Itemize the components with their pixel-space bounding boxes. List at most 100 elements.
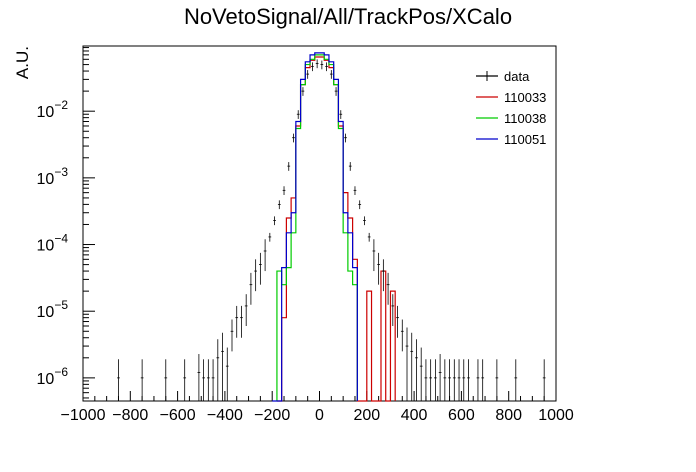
series-110051-histogram <box>272 52 358 402</box>
data-point <box>448 359 451 401</box>
data-point <box>263 239 267 272</box>
data-point <box>410 332 414 401</box>
y-tick-label: 10−5 <box>37 298 69 321</box>
data-point <box>386 272 390 305</box>
data-point <box>202 359 205 401</box>
data-point <box>434 359 437 401</box>
data-point <box>358 200 362 210</box>
legend-label: 110051 <box>504 132 546 147</box>
plot-frame <box>82 45 557 402</box>
series-110033-histogram <box>276 56 396 402</box>
data-point <box>268 232 272 242</box>
data-point <box>462 359 466 401</box>
data-point <box>400 319 404 352</box>
legend-entry: 110038 <box>476 111 546 126</box>
data-point <box>542 359 546 401</box>
legend-entry: 110051 <box>476 132 546 147</box>
data-point <box>415 339 418 401</box>
legend-label: 110033 <box>504 90 546 105</box>
data-point <box>244 294 248 326</box>
x-tick-label: −200 <box>254 407 290 424</box>
legend: data 110033 110038 110051 <box>476 69 546 147</box>
data-point <box>325 62 328 72</box>
y-tick-label: 10−2 <box>37 98 69 121</box>
x-tick-label: −600 <box>160 407 196 424</box>
y-tick-label: 10−3 <box>37 165 69 188</box>
data-point <box>405 327 409 401</box>
x-tick-label: 0 <box>315 407 324 424</box>
data-point <box>117 359 120 401</box>
data-point <box>381 259 385 292</box>
x-tick-label: 600 <box>448 407 475 424</box>
data-point <box>211 359 215 401</box>
legend-label: 110038 <box>504 111 546 126</box>
data-point <box>514 359 518 401</box>
series-110038-histogram <box>276 54 358 401</box>
data-point <box>353 186 357 196</box>
y-tick-label: 10−4 <box>37 232 69 255</box>
data-point <box>476 359 480 401</box>
legend-entry: data <box>476 69 530 84</box>
data-point <box>240 305 243 338</box>
series-layer <box>272 52 396 402</box>
data-point <box>249 272 253 305</box>
data-point <box>344 133 347 143</box>
data-point <box>306 70 310 79</box>
data-point <box>230 319 234 352</box>
data-point <box>372 239 376 272</box>
data-point <box>429 359 433 401</box>
data-point <box>391 294 395 326</box>
y-axis-label: A.U. <box>13 46 32 79</box>
data-point <box>221 332 224 401</box>
x-axis: −1000 −800 −600 −400 −200 0 200 400 600 800 1000 <box>61 391 574 424</box>
legend-entry: 110033 <box>476 90 546 105</box>
data-point <box>443 359 447 401</box>
data-point <box>225 347 229 401</box>
data-point <box>495 359 499 401</box>
y-tick-label: 10−6 <box>37 365 69 388</box>
data-point <box>206 359 210 401</box>
data-point <box>348 162 352 171</box>
x-tick-label: −400 <box>207 407 243 424</box>
x-tick-label: 1000 <box>538 407 574 424</box>
data-point <box>287 162 291 171</box>
data-point <box>363 216 366 226</box>
data-point <box>259 252 262 285</box>
data-point <box>419 347 423 401</box>
data-point <box>339 110 343 119</box>
data-point <box>457 359 461 401</box>
chart-title: NoVetoSignal/All/TrackPos/XCalo <box>184 4 512 29</box>
data-point <box>377 252 380 285</box>
data-point <box>320 60 324 70</box>
data-point <box>292 133 295 143</box>
data-point <box>311 62 314 72</box>
data-point <box>481 359 485 401</box>
data-point <box>273 216 276 226</box>
data-point <box>254 259 258 292</box>
data-point <box>140 359 144 401</box>
data-point <box>396 305 399 338</box>
x-tick-label: 400 <box>401 407 428 424</box>
x-tick-label: 200 <box>353 407 380 424</box>
data-point <box>424 359 428 401</box>
plot-border <box>82 45 557 402</box>
data-point <box>367 232 371 242</box>
data-point <box>452 359 456 401</box>
data-point <box>301 87 305 96</box>
data-point <box>296 110 300 119</box>
x-tick-label: 800 <box>495 407 522 424</box>
data-point <box>282 186 286 196</box>
data-point <box>467 359 470 401</box>
data-point <box>183 359 187 401</box>
data-point <box>334 87 338 96</box>
data-point <box>235 305 239 338</box>
data-point <box>216 339 220 401</box>
legend-label: data <box>504 69 530 84</box>
y-axis: 10−6 10−5 10−4 10−3 10−2 <box>37 47 95 399</box>
data-point <box>329 70 333 79</box>
data-point <box>197 354 201 401</box>
x-tick-label: −800 <box>112 407 148 424</box>
data-points-layer <box>117 59 546 401</box>
x-tick-label: −1000 <box>61 407 106 424</box>
